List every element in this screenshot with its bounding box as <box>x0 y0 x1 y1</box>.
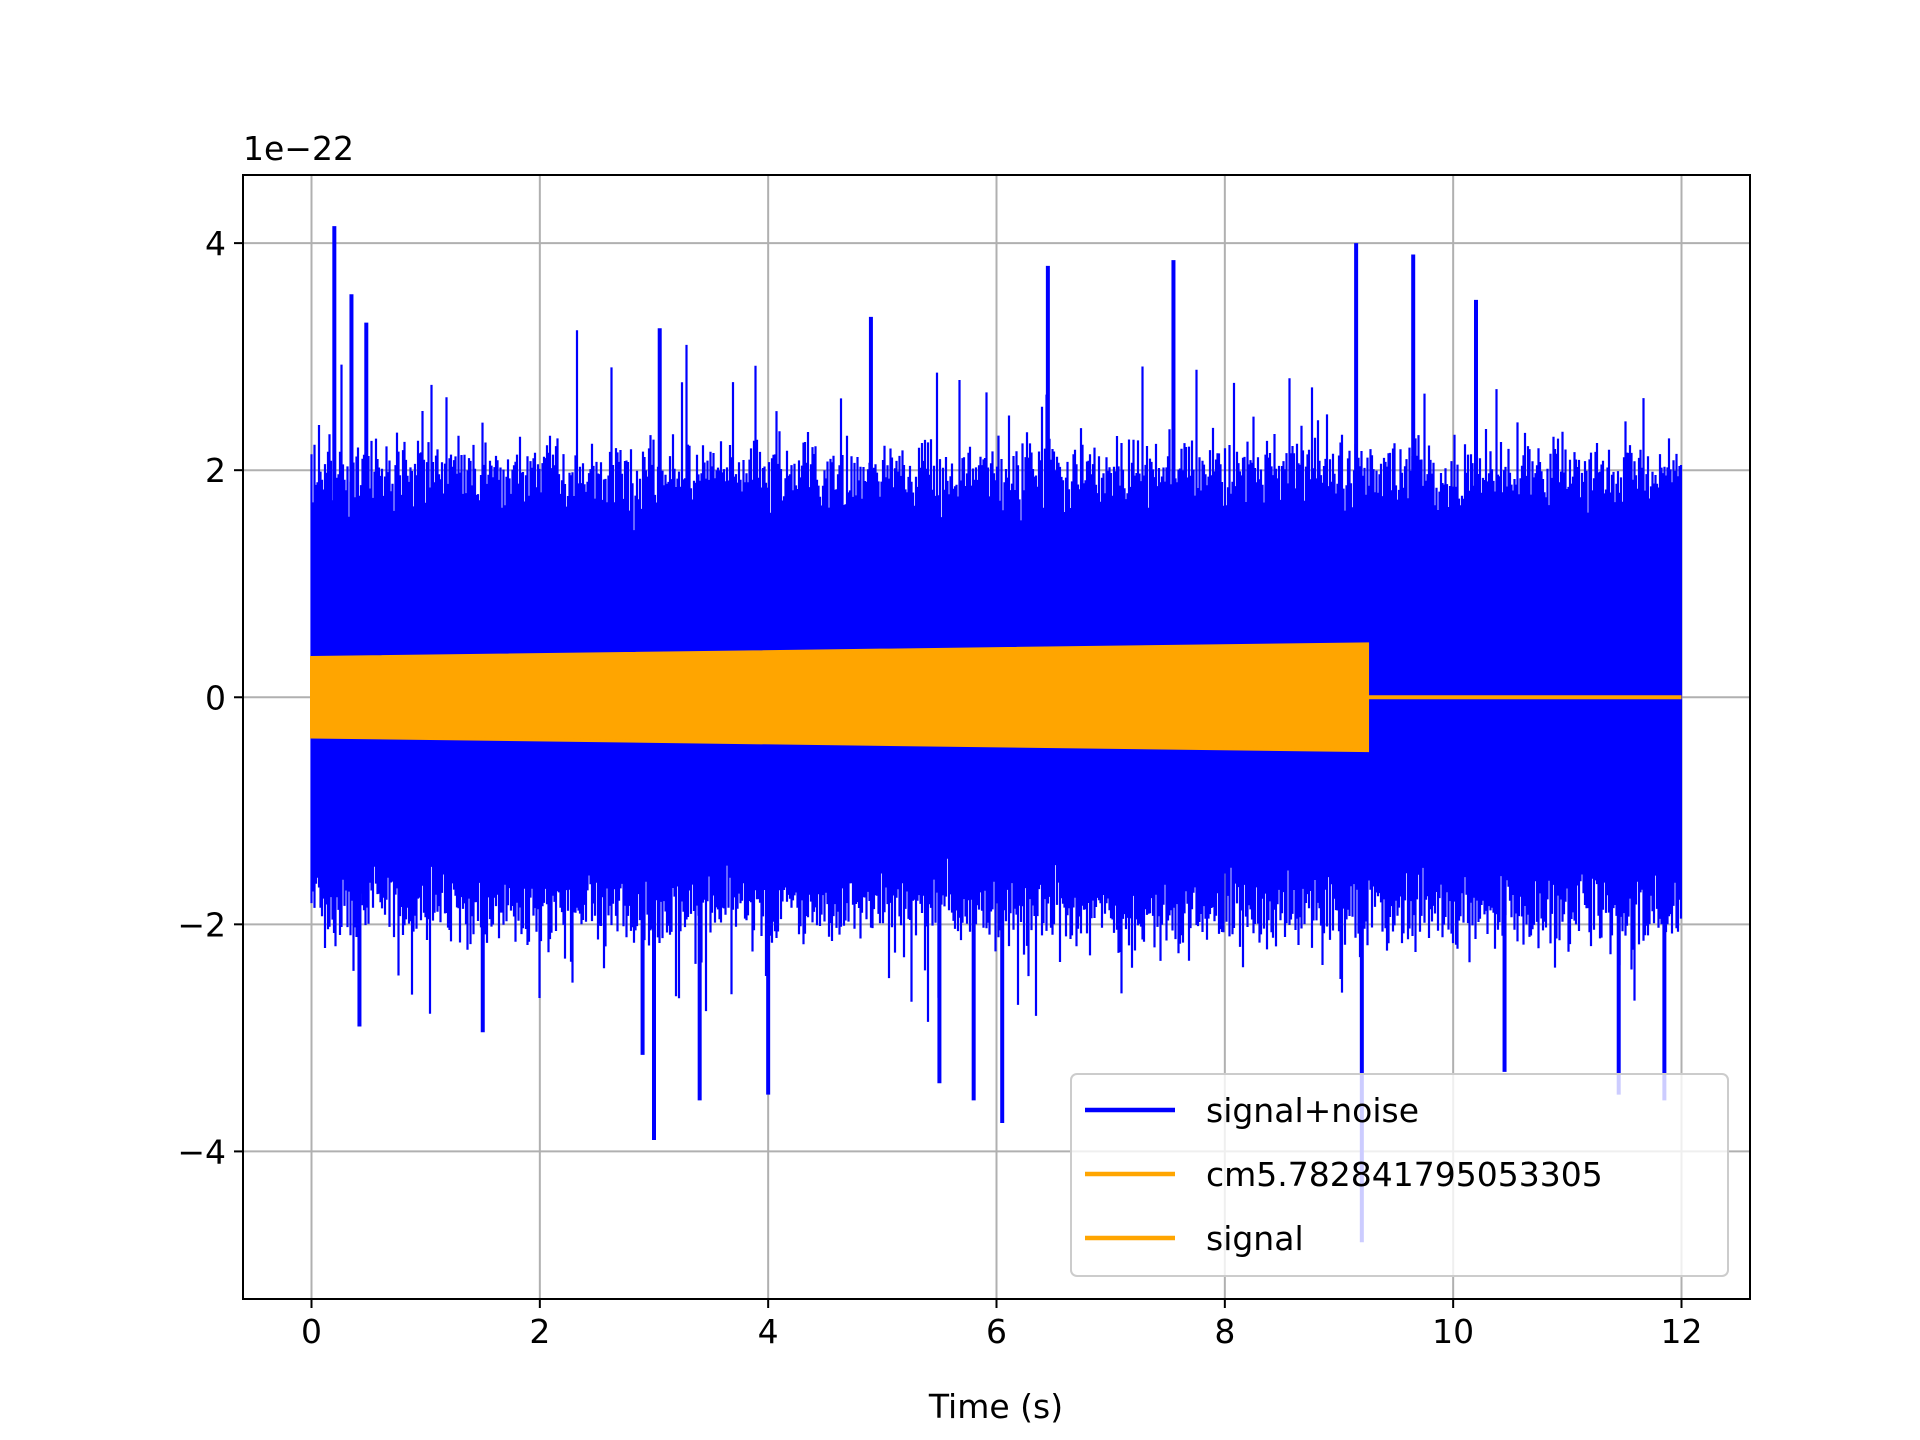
y-tick-label: −4 <box>177 1132 226 1171</box>
y-tick-label: 0 <box>205 678 226 717</box>
y-tick-label: 2 <box>205 451 226 490</box>
x-tick-label: 2 <box>529 1312 550 1351</box>
cm-template-line <box>310 642 1370 753</box>
x-tick-label: 10 <box>1432 1312 1474 1351</box>
x-tick-label: 0 <box>301 1312 322 1351</box>
x-tick-label: 8 <box>1214 1312 1235 1351</box>
offset-text: 1e−22 <box>243 129 354 168</box>
y-tick-label: −2 <box>177 905 226 944</box>
x-tick-label: 4 <box>758 1312 779 1351</box>
legend-label: cm5.782841795053305 <box>1206 1155 1603 1194</box>
y-tick-label: 4 <box>205 224 226 263</box>
x-axis-label: Time (s) <box>928 1387 1063 1426</box>
ticks: 0 2 4 6 8 10 12 −4 −2 0 2 4 <box>177 224 1702 1351</box>
legend-label: signal+noise <box>1206 1091 1419 1130</box>
legend-label: signal <box>1206 1219 1304 1258</box>
x-tick-label: 6 <box>986 1312 1007 1351</box>
x-tick-label: 12 <box>1661 1312 1703 1351</box>
legend: signal+noise cm5.782841795053305 signal <box>1070 1073 1729 1277</box>
legend-box <box>1070 1073 1729 1277</box>
